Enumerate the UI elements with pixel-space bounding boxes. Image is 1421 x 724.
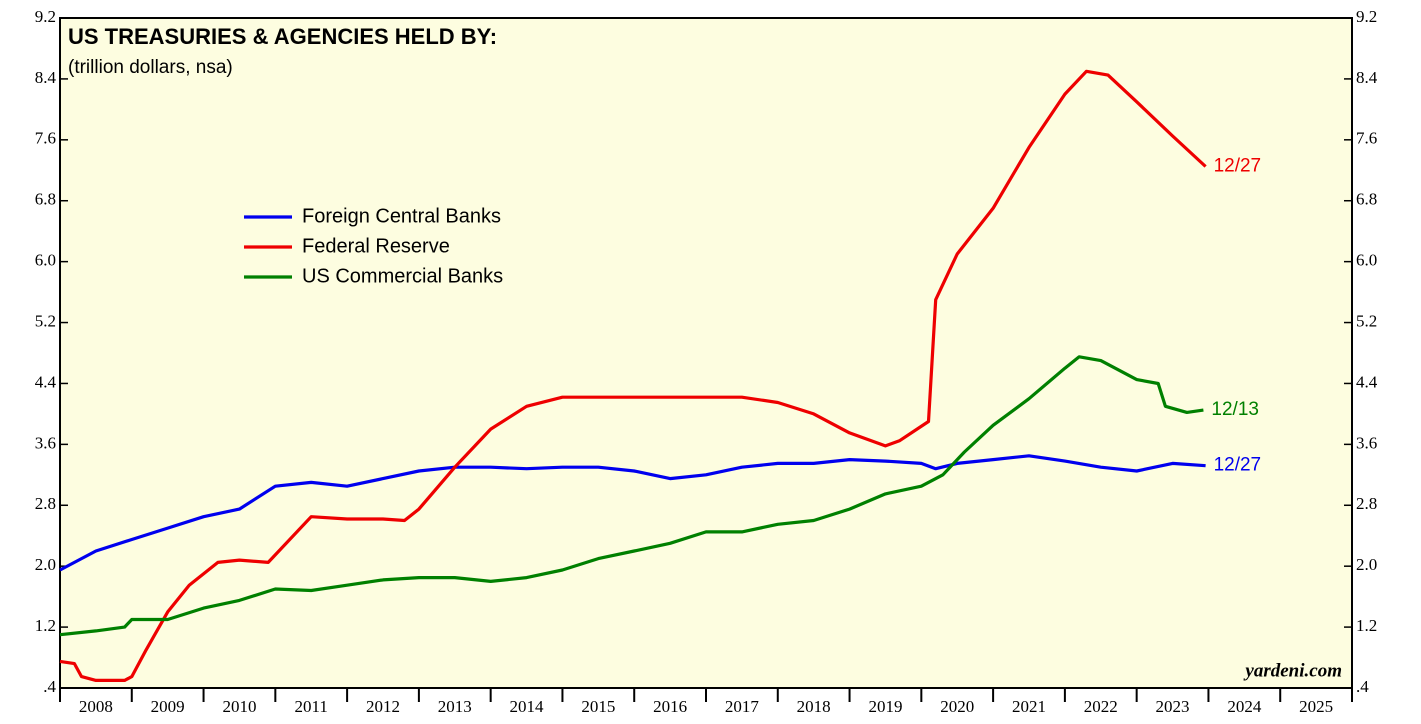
x-tick-label: 2017 [725,697,760,716]
x-tick-label: 2018 [797,697,831,716]
y-tick-label: 2.8 [35,494,56,513]
x-tick-label: 2012 [366,697,400,716]
y2-tick-label: 6.8 [1356,190,1377,209]
y2-tick-label: 5.2 [1356,311,1377,330]
x-tick-label: 2013 [438,697,472,716]
end-label: 12/13 [1211,399,1259,420]
y2-tick-label: 9.2 [1356,7,1377,26]
y2-tick-label: 4.4 [1356,372,1378,391]
y-tick-label: 2.0 [35,555,56,574]
x-tick-label: 2016 [653,697,687,716]
y-tick-label: 8.4 [35,68,57,87]
x-tick-label: 2020 [940,697,974,716]
legend-label: US Commercial Banks [302,265,503,287]
y-tick-label: 3.6 [35,433,56,452]
y-tick-label: 6.8 [35,190,56,209]
x-tick-label: 2025 [1299,697,1333,716]
y-tick-label: 1.2 [35,616,56,635]
x-tick-label: 2010 [222,697,256,716]
y-tick-label: .4 [43,677,56,696]
watermark: yardeni.com [1243,660,1342,681]
y2-tick-label: .4 [1356,677,1369,696]
x-tick-label: 2019 [868,697,902,716]
x-tick-label: 2008 [79,697,113,716]
y-tick-label: 5.2 [35,311,56,330]
legend-label: Federal Reserve [302,235,450,257]
chart-title: US TREASURIES & AGENCIES HELD BY: [68,24,497,49]
y-tick-label: 4.4 [35,372,57,391]
y2-tick-label: 2.0 [1356,555,1377,574]
x-tick-label: 2022 [1084,697,1118,716]
series-line [59,69,1207,682]
chart-subtitle: (trillion dollars, nsa) [68,57,233,78]
y2-tick-label: 8.4 [1356,68,1378,87]
y2-tick-label: 1.2 [1356,616,1377,635]
y2-tick-label: 6.0 [1356,251,1377,270]
end-label: 12/27 [1214,455,1262,476]
x-tick-label: 2014 [510,697,545,716]
x-tick-label: 2024 [1227,697,1262,716]
plot-area [59,17,1353,689]
x-tick-label: 2021 [1012,697,1046,716]
y-tick-label: 6.0 [35,251,56,270]
x-tick-label: 2009 [151,697,185,716]
series-line [59,355,1204,637]
y-tick-label: 9.2 [35,7,56,26]
x-tick-label: 2015 [581,697,615,716]
x-tick-label: 2011 [295,697,328,716]
y2-tick-label: 3.6 [1356,433,1377,452]
end-label: 12/27 [1214,155,1262,176]
x-tick-label: 2023 [1156,697,1190,716]
y2-tick-label: 2.8 [1356,494,1377,513]
y2-tick-label: 7.6 [1356,129,1377,148]
series-line [59,454,1206,572]
y-tick-label: 7.6 [35,129,56,148]
legend-label: Foreign Central Banks [302,205,501,227]
